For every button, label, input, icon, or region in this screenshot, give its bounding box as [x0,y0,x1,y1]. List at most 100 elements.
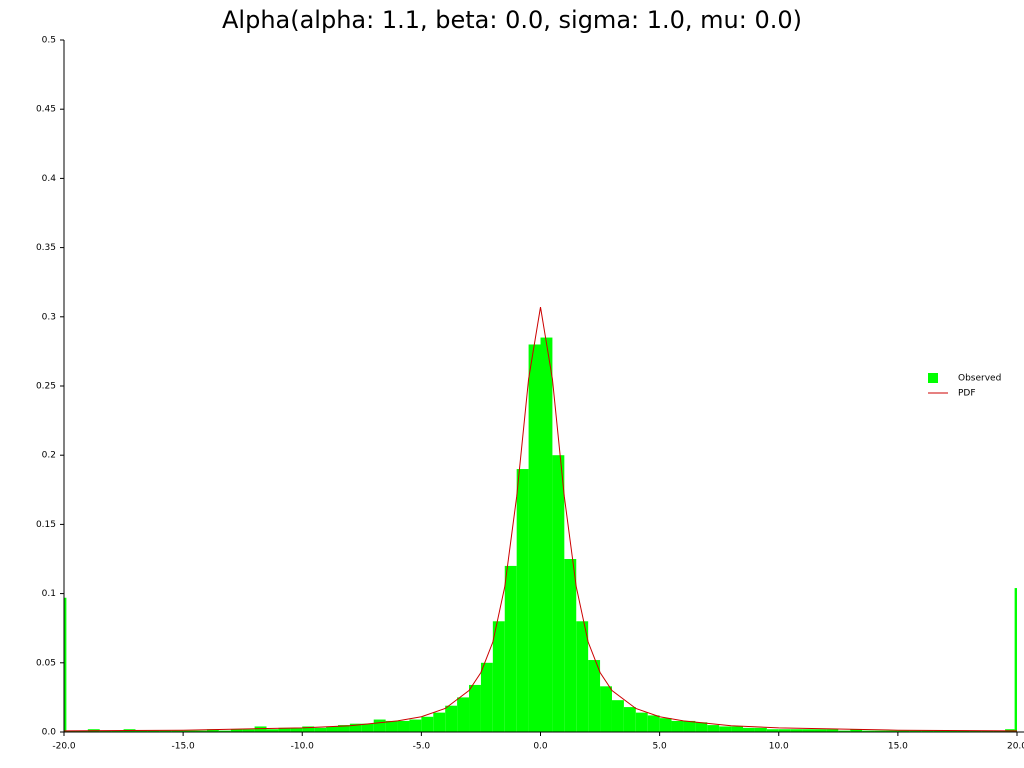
histogram-bar [457,697,470,732]
histogram-bar [349,723,362,732]
histogram-bar [623,707,636,732]
histogram-bar [409,719,422,732]
histogram-bar [278,727,291,732]
histogram-bar [897,730,910,732]
histogram-bar [492,621,505,732]
y-tick-label: 0.3 [42,312,56,322]
y-tick-label: 0.45 [36,105,56,115]
x-tick-label: -5.0 [413,742,431,752]
histogram-bar [576,621,589,732]
histogram-bar [814,729,827,732]
y-tick-label: 0.25 [36,382,56,392]
y-tick-label: 0.4 [42,174,57,184]
histogram-bar [635,712,648,732]
x-tick-label: -10.0 [291,742,315,752]
histogram-bar [337,725,350,732]
histogram-bar [314,727,327,732]
x-tick-label: 15.0 [888,742,908,752]
legend-label: PDF [958,389,976,399]
histogram-bar [778,729,791,732]
histogram-bar [838,730,851,732]
histogram-bar [242,729,255,732]
chart-title: Alpha(alpha: 1.1, beta: 0.0, sigma: 1.0,… [222,6,802,34]
histogram-bar [611,700,624,732]
histogram-bar [421,716,434,732]
histogram-bar [99,730,112,732]
histogram-bar [159,730,172,732]
x-tick-label: -15.0 [171,742,195,752]
histogram-bar [945,730,958,732]
y-tick-label: 0.35 [36,243,56,253]
histogram-bar [731,726,744,732]
histogram-bar [469,684,481,732]
histogram-bar [397,720,410,732]
histogram-bar [64,597,67,732]
histogram-bar [588,660,601,732]
y-tick-label: 0.05 [36,658,56,668]
histogram-bar [695,722,708,732]
histogram-bar [790,729,803,732]
histogram-bar [504,565,517,732]
histogram-bar [683,720,696,732]
histogram-bar [480,662,493,732]
histogram-bar [290,727,303,732]
histogram-bar [969,730,982,732]
y-tick-label: 0.1 [42,589,56,599]
histogram-bar [540,337,553,732]
legend-swatch [928,373,938,383]
histogram-bar [933,730,946,732]
histogram-bar [743,727,755,732]
histogram-bar [373,719,386,732]
histogram-bar [528,344,541,732]
histogram-bar [183,730,196,732]
histogram-bar [600,686,612,732]
x-tick-label: 10.0 [769,742,789,752]
histogram-bar [206,729,219,732]
histogram-bar [957,730,970,732]
histogram-bar [802,729,815,732]
histogram-bar [993,730,1006,732]
histogram-bar [647,715,660,732]
histogram-bar [385,720,398,732]
histogram-bar [230,729,243,732]
histogram-bar [552,455,565,732]
histogram-bar [885,730,898,732]
legend-label: Observed [958,374,1001,384]
histogram-bar [981,730,994,732]
histogram-bar [433,712,446,732]
histogram-bar [909,730,922,732]
y-tick-label: 0.15 [36,520,56,530]
histogram-bar [75,730,88,732]
histogram-bar [266,729,279,732]
histogram-bar [195,730,207,732]
histogram-bar [254,726,267,732]
pdf-line [63,307,1018,732]
histogram-bar [171,730,184,732]
x-tick-label: 5.0 [652,742,667,752]
x-tick-label: -20.0 [52,742,76,752]
histogram-bar [850,729,863,732]
histogram-bar [1014,588,1017,732]
histogram-bar [302,726,315,732]
histogram-bar [671,720,684,732]
histogram-bar [862,730,875,732]
histogram-bar [564,559,577,732]
y-tick-label: 0.0 [42,728,57,738]
histogram-bar [766,729,779,732]
y-tick-label: 0.2 [42,451,56,461]
histogram-bar [719,726,732,732]
histogram-bar [135,730,148,732]
y-tick-label: 0.5 [42,36,56,46]
histogram-bar [921,730,934,732]
histogram-bar [147,730,160,732]
histogram-bar [326,726,338,732]
histogram-bar [874,730,886,732]
histogram-bar [707,725,720,732]
x-tick-label: 20.0 [1007,742,1024,752]
histogram-bar [218,730,231,732]
histogram-bar [754,727,767,732]
x-tick-label: 0.0 [533,742,548,752]
histogram-bar [826,729,839,732]
